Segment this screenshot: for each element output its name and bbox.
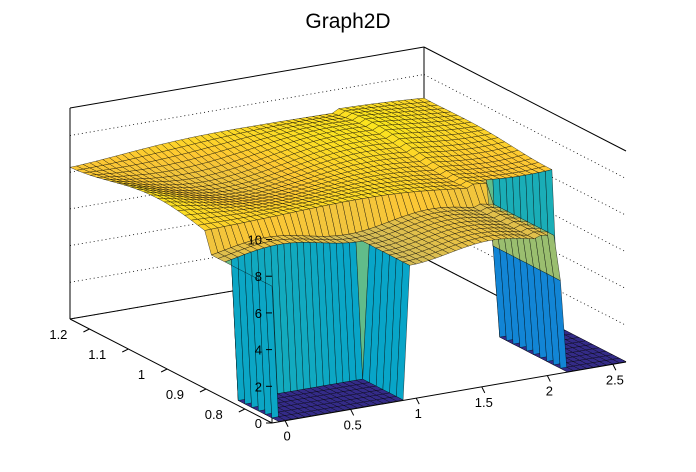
z-tick-label: 0 [255, 416, 262, 431]
frame-edge [69, 318, 273, 424]
x-tick-label: 0 [283, 429, 290, 444]
x-tick-mark [350, 409, 355, 416]
x-tick-mark [481, 386, 486, 394]
x-tick-label: 0.5 [344, 417, 362, 432]
x-tick-mark [612, 364, 617, 371]
y-tick-label: 1 [138, 367, 145, 382]
x-tick-label: 2.5 [606, 372, 624, 387]
y-tick-mark [199, 388, 207, 393]
x-tick-label: 1.5 [475, 395, 493, 410]
z-tick-label: 8 [255, 269, 262, 284]
x-tick-label: 2 [546, 384, 553, 399]
z-tick-label: 4 [255, 343, 262, 358]
z-tick-label: 2 [255, 379, 262, 394]
y-tick-mark [160, 368, 168, 373]
z-tick-label: 6 [255, 306, 262, 321]
y-tick-label: 1.1 [88, 347, 106, 362]
y-tick-mark [83, 328, 90, 333]
x-tick-mark [284, 420, 289, 427]
y-tick-mark [122, 348, 129, 353]
x-tick-mark [546, 375, 551, 382]
x-tick-mark [415, 397, 420, 405]
z-tick-label: 10 [248, 233, 262, 248]
y-tick-label: 1.2 [49, 327, 67, 342]
frame-edge [423, 46, 627, 152]
x-tick-label: 1 [415, 406, 422, 421]
frame-edge [271, 361, 627, 424]
y-tick-label: 0.8 [205, 407, 223, 422]
chart-title: Graph2D [305, 10, 390, 33]
y-tick-label: 0.9 [166, 387, 184, 402]
y-tick-mark [238, 408, 246, 413]
frame-edge [69, 46, 425, 109]
